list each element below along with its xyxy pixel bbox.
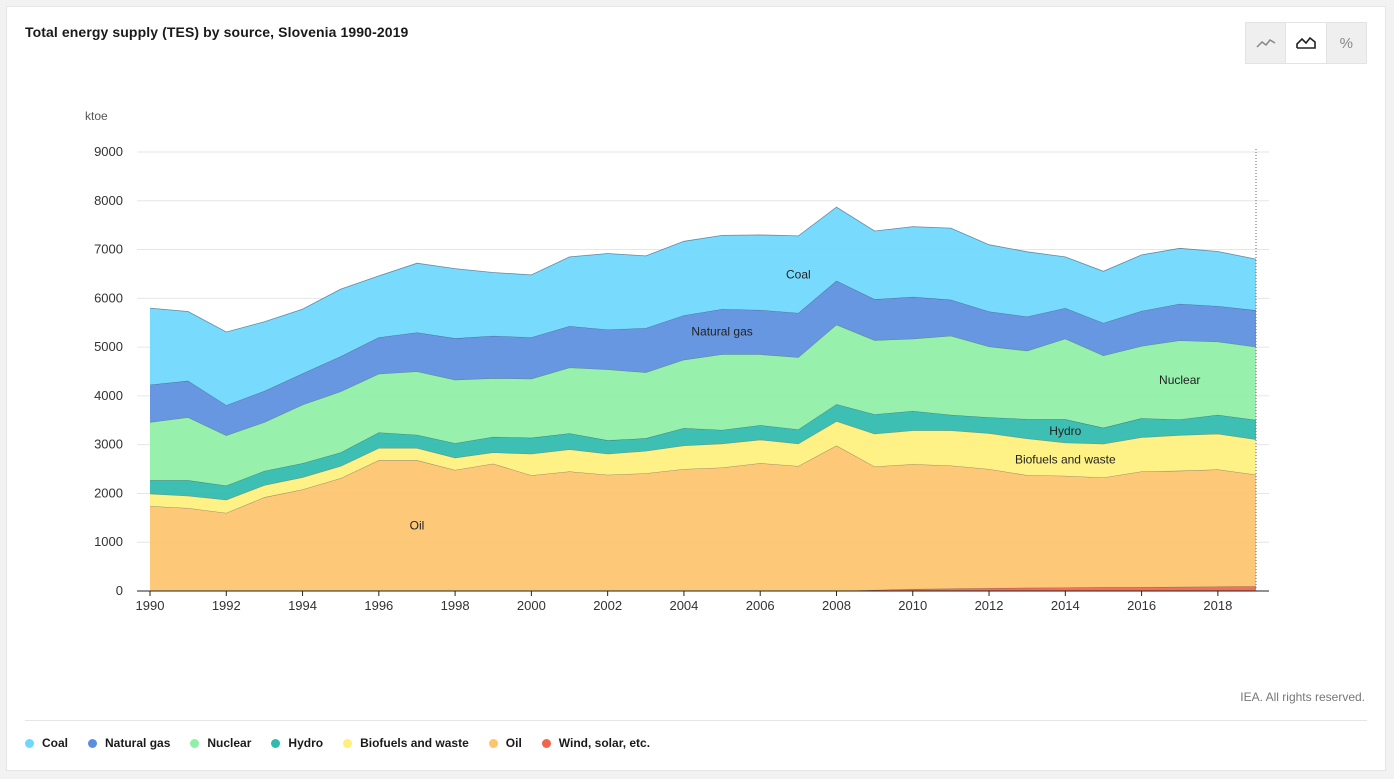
percent-icon: % bbox=[1339, 34, 1353, 52]
y-tick-label: 9000 bbox=[94, 144, 123, 159]
chart-type-toggle: % bbox=[1245, 22, 1367, 64]
area-biofuels-and-waste bbox=[150, 421, 1256, 513]
legend-label: Wind, solar, etc. bbox=[558, 736, 651, 750]
legend-label: Hydro bbox=[288, 736, 324, 750]
legend-item-coal[interactable]: Coal bbox=[25, 736, 68, 750]
x-tick-label: 2004 bbox=[669, 598, 698, 613]
x-tick-label: 1990 bbox=[136, 598, 165, 613]
legend-item-nuclear[interactable]: Nuclear bbox=[190, 736, 251, 750]
y-tick-label: 3000 bbox=[94, 437, 123, 452]
chart-title: Total energy supply (TES) by source, Slo… bbox=[25, 24, 409, 40]
credit-text: IEA. All rights reserved. bbox=[1240, 690, 1365, 704]
area-oil bbox=[150, 445, 1256, 591]
line-chart-icon bbox=[1256, 39, 1276, 48]
legend-swatch-coal bbox=[25, 738, 34, 748]
series-label: Biofuels and waste bbox=[1015, 452, 1116, 466]
legend-swatch-wind-solar bbox=[541, 738, 551, 748]
x-tick-label: 2000 bbox=[517, 598, 546, 613]
legend-item-wind-solar[interactable]: Wind, solar, etc. bbox=[541, 736, 651, 750]
series-label: Natural gas bbox=[691, 325, 752, 339]
x-tick-label: 1992 bbox=[212, 598, 241, 613]
legend-divider bbox=[25, 720, 1367, 721]
x-tick-label: 1998 bbox=[441, 598, 470, 613]
y-tick-label: 2000 bbox=[94, 485, 123, 500]
series-label: Nuclear bbox=[1159, 373, 1200, 387]
y-tick-label: 4000 bbox=[94, 388, 123, 403]
area-coal bbox=[150, 207, 1256, 406]
y-axis-label: ktoe bbox=[85, 109, 108, 123]
x-tick-label: 2014 bbox=[1051, 598, 1080, 613]
area-wind-solar-etc bbox=[150, 586, 1256, 591]
x-tick-label: 1996 bbox=[364, 598, 393, 613]
area-chart: 0 1000 2000 3000 4000 5000 6000 7000 8000 9000 kto… bbox=[85, 109, 1269, 613]
y-tick-label: 0 bbox=[116, 583, 123, 598]
y-tick-label: 6000 bbox=[94, 290, 123, 305]
area-natural-gas bbox=[150, 280, 1256, 436]
series-label: Hydro bbox=[1049, 424, 1081, 438]
series-label: Coal bbox=[786, 267, 811, 281]
percent-button[interactable]: % bbox=[1327, 23, 1366, 63]
line-chart-button[interactable] bbox=[1246, 23, 1287, 63]
y-tick-label: 7000 bbox=[94, 242, 123, 257]
x-tick-label: 1994 bbox=[288, 598, 317, 613]
x-tick-label: 2018 bbox=[1203, 598, 1232, 613]
legend-swatch-biofuels bbox=[343, 738, 353, 748]
series-label: Oil bbox=[410, 519, 425, 533]
legend-item-natural-gas[interactable]: Natural gas bbox=[88, 736, 170, 750]
legend-label: Natural gas bbox=[105, 736, 171, 750]
y-tick-label: 1000 bbox=[94, 534, 123, 549]
legend-item-oil[interactable]: Oil bbox=[488, 736, 522, 750]
x-tick-label: 2006 bbox=[746, 598, 775, 613]
legend-label: Biofuels and waste bbox=[360, 736, 469, 750]
legend-swatch-nuclear bbox=[190, 738, 200, 748]
x-tick-label: 2002 bbox=[593, 598, 622, 613]
area-nuclear bbox=[150, 324, 1256, 486]
y-tick-label: 5000 bbox=[94, 339, 123, 354]
x-tick-label: 2010 bbox=[898, 598, 927, 613]
x-tick-label: 2008 bbox=[822, 598, 851, 613]
legend-item-biofuels[interactable]: Biofuels and waste bbox=[343, 736, 469, 750]
area-chart-button[interactable] bbox=[1286, 23, 1327, 63]
chart-card: Total energy supply (TES) by source, Slo… bbox=[6, 6, 1386, 771]
x-tick-label: 2012 bbox=[975, 598, 1004, 613]
area-edge bbox=[149, 206, 1257, 333]
area-hydro bbox=[150, 404, 1256, 500]
x-tick-label: 2016 bbox=[1127, 598, 1156, 613]
y-tick-label: 8000 bbox=[94, 193, 123, 208]
legend-label: Nuclear bbox=[207, 736, 252, 750]
area-chart-icon bbox=[1296, 36, 1316, 49]
legend: Coal Natural gas Nuclear Hydro Biofuels … bbox=[25, 736, 650, 750]
legend-swatch-oil bbox=[488, 738, 498, 748]
area-edge bbox=[149, 324, 1257, 436]
legend-item-hydro[interactable]: Hydro bbox=[271, 736, 323, 750]
legend-swatch-hydro bbox=[271, 738, 281, 748]
legend-label: Coal bbox=[42, 736, 69, 750]
legend-swatch-natural-gas bbox=[88, 738, 98, 748]
legend-label: Oil bbox=[505, 736, 522, 750]
